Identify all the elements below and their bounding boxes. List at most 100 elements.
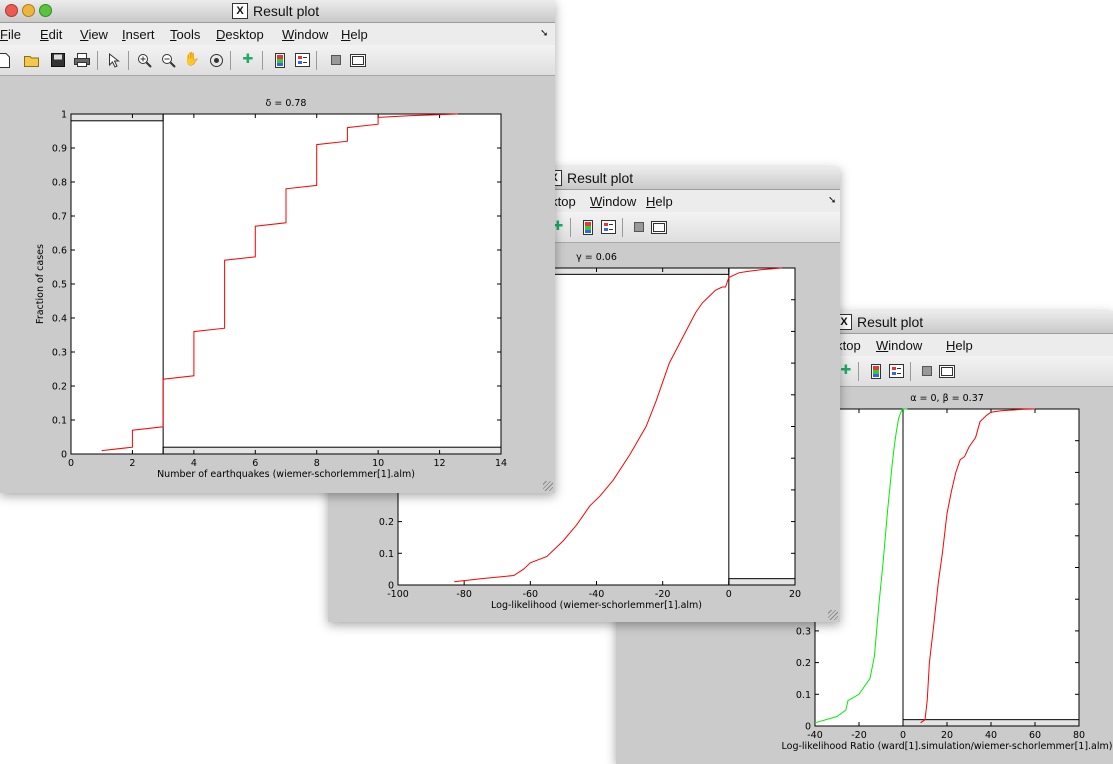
toolbar-separator (316, 51, 317, 70)
x-tick-label: 0 (726, 589, 732, 600)
x-tick-label: 2 (129, 458, 135, 469)
significance-band-bottom (162, 446, 502, 455)
y-tick-label: 0.2 (52, 382, 67, 393)
menu-view[interactable]: View (80, 27, 108, 42)
toolbar-separator (97, 51, 98, 70)
series-line (814, 408, 908, 724)
y-tick-label: 0.1 (52, 416, 67, 427)
y-tick-label: 0.3 (52, 348, 67, 359)
y-tick-label: 0.7 (52, 212, 67, 223)
data-cursor-icon[interactable]: ✚ (840, 363, 852, 378)
toolbar-separator (910, 362, 911, 381)
plot-area: 0 2 4 6 8 10 12 14 0 0.1 0.2 0.3 0.4 0.5 0.6 0.7 0.8 0.9 1… (0, 76, 555, 493)
hide-plot-tools-icon[interactable] (328, 52, 344, 68)
plot-area: -40 -20 0 20 40 60 80 0 0.1 0.2 0.3 α = 0, β = 0.37… (616, 387, 1113, 764)
chart-title: α = 0, β = 0.37 (910, 393, 984, 404)
menu-desktop[interactable]: Desktop (216, 27, 264, 42)
series-line (454, 267, 782, 583)
menu-help[interactable]: Help (341, 27, 368, 42)
data-cursor-icon[interactable]: ✚ (552, 219, 564, 234)
colorbar-icon[interactable] (272, 52, 288, 68)
series-line (920, 408, 1036, 724)
chart-group: 0 2 4 6 8 10 12 14 0 0.1 0.2 0.3 0.4 0.5 0.6 0.7 0.8 0.9 1… (35, 98, 507, 480)
show-plot-tools-icon[interactable] (350, 52, 366, 68)
x-tick-label: -20 (655, 589, 671, 600)
show-plot-tools-icon[interactable] (939, 363, 955, 379)
y-tick-label: 0 (61, 450, 67, 461)
resize-grip[interactable] (543, 481, 553, 491)
menu-help[interactable]: Help (946, 338, 973, 353)
x-tick-label: -40 (807, 730, 823, 741)
menu-file[interactable]: File (0, 27, 21, 42)
x-axis-label: Log-likelihood (wiemer-schorlemmer[1].al… (491, 600, 702, 611)
menu-help[interactable]: Help (646, 194, 673, 209)
toolbar-separator (858, 362, 859, 381)
figure-toolbar: ✋ ✚ (0, 45, 555, 76)
x11-logo-icon: X (232, 3, 248, 19)
menu-overflow-arrow-icon[interactable]: ➘ (828, 195, 837, 206)
x-tick-label: 8 (314, 458, 320, 469)
close-button[interactable] (5, 4, 18, 17)
title-bar[interactable]: X Result plot (0, 0, 555, 23)
legend-icon[interactable] (600, 219, 616, 235)
y-tick-label: 0.1 (796, 690, 811, 701)
window-title: X Result plot (836, 314, 923, 330)
result-plot-window-1[interactable]: X Result plot File Edit View Insert Tool… (0, 0, 555, 493)
x-tick-label: -20 (851, 730, 867, 741)
y-tick-label: 1 (61, 110, 67, 121)
menu-window[interactable]: Window (282, 27, 329, 42)
toolbar-separator (128, 51, 129, 70)
zoom-out-icon[interactable] (160, 52, 176, 68)
significance-band-bottom (728, 578, 796, 586)
resize-grip[interactable] (828, 610, 838, 620)
x-tick-label: -100 (387, 589, 409, 600)
y-tick-label: 0.1 (379, 549, 394, 560)
x-tick-label: 80 (1073, 730, 1085, 741)
x-tick-label: 10 (372, 458, 384, 469)
x-tick-label: 6 (252, 458, 258, 469)
toolbar-separator (622, 218, 623, 237)
save-icon[interactable] (50, 52, 66, 68)
zoom-button[interactable] (39, 4, 52, 17)
x-tick-label: -40 (589, 589, 605, 600)
menu-insert[interactable]: Insert (122, 27, 155, 42)
axes-box (70, 113, 502, 455)
chart-group: -40 -20 0 20 40 60 80 0 0.1 0.2 0.3 α = 0, β = 0.37… (782, 393, 1113, 752)
data-cursor-icon[interactable]: ✚ (242, 52, 254, 67)
show-plot-tools-icon[interactable] (651, 219, 667, 235)
chart-svg: -40 -20 0 20 40 60 80 0 0.1 0.2 0.3 α = 0, β = 0.37… (782, 393, 1113, 752)
hide-plot-tools-icon[interactable] (919, 363, 935, 379)
x-tick-label: 0 (900, 730, 906, 741)
window-title-text: Result plot (567, 170, 634, 186)
pointer-icon[interactable] (106, 52, 122, 68)
minimize-button[interactable] (22, 4, 35, 17)
rotate-3d-icon[interactable] (208, 52, 224, 68)
menu-tools[interactable]: Tools (170, 27, 201, 42)
legend-icon[interactable] (888, 363, 904, 379)
hide-plot-tools-icon[interactable] (631, 219, 647, 235)
series-line (101, 113, 459, 452)
x-tick-label: -60 (523, 589, 539, 600)
significance-band-top (70, 113, 164, 122)
x-tick-label: 20 (941, 730, 953, 741)
x-tick-label: 60 (1029, 730, 1041, 741)
menu-window[interactable]: Window (590, 194, 637, 209)
colorbar-icon[interactable] (868, 363, 884, 379)
y-tick-label: 0.5 (52, 280, 67, 291)
y-tick-label: 0.9 (52, 144, 67, 155)
menu-edit[interactable]: Edit (40, 27, 63, 42)
print-icon[interactable] (74, 52, 90, 68)
legend-icon[interactable] (294, 52, 310, 68)
zoom-in-icon[interactable] (136, 52, 152, 68)
toolbar-separator (262, 51, 263, 70)
open-folder-icon[interactable] (24, 52, 40, 68)
colorbar-icon[interactable] (580, 219, 596, 235)
chart-title: δ = 0.78 (266, 98, 307, 109)
new-file-icon[interactable] (0, 52, 12, 68)
x-axis-label: Number of earthquakes (wiemer-schorlemme… (157, 469, 415, 480)
pan-hand-icon[interactable]: ✋ (183, 52, 201, 67)
menu-window[interactable]: Window (876, 338, 923, 353)
menu-overflow-arrow-icon[interactable]: ➘ (540, 28, 549, 39)
chart-title: γ = 0.06 (576, 252, 617, 263)
window-title: X Result plot (232, 3, 319, 19)
